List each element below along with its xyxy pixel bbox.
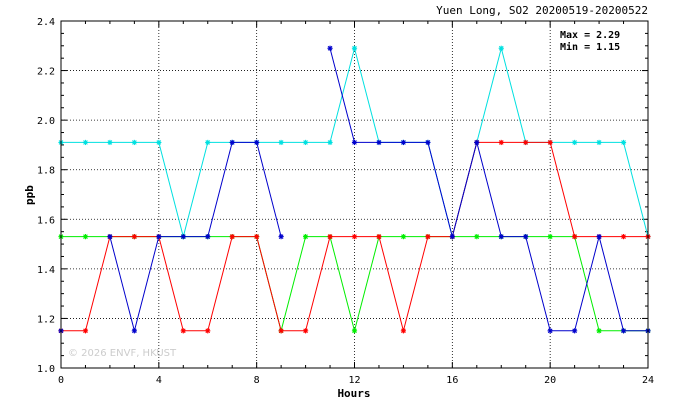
data-point-marker [351,45,358,51]
data-point-marker [498,45,504,51]
data-point-marker [278,328,284,334]
data-point-marker [547,139,553,146]
data-point-marker [596,234,602,240]
data-point-marker [131,139,137,146]
data-point-marker [474,139,480,146]
y-tick-label: 1.4 [37,265,55,276]
data-point-marker [376,234,382,240]
y-tick-label: 1.0 [37,364,55,375]
data-point-marker [620,234,627,240]
series-line [329,48,648,332]
data-point-marker [620,139,627,146]
series-4 [58,45,651,334]
data-point-marker [205,234,211,240]
data-point-marker [131,328,137,334]
data-point-marker [327,234,333,240]
data-point-marker [327,45,333,51]
data-point-marker [254,139,260,146]
data-point-marker [229,234,235,240]
data-point-marker [400,139,407,146]
data-point-marker [205,139,211,146]
data-point-marker [351,234,358,240]
data-point-marker [107,234,113,240]
data-point-marker [376,139,382,146]
data-point-marker [302,328,309,334]
data-point-marker [596,328,602,334]
data-point-marker [156,234,162,240]
data-point-marker [523,139,529,146]
data-point-marker [400,328,407,334]
y-tick-label: 1.2 [37,314,55,325]
data-point-marker [449,234,455,240]
x-tick-label: 0 [58,375,64,386]
data-point-marker [82,234,89,240]
x-axis-label: Hours [337,387,370,400]
x-tick-label: 4 [156,375,162,386]
data-point-marker [327,139,333,146]
data-point-marker [596,139,602,146]
data-point-marker [547,234,553,240]
data-point-marker [82,328,89,334]
y-tick-label: 1.8 [37,166,55,177]
x-tick-label: 16 [446,375,458,386]
data-point-marker [82,139,89,146]
data-point-marker [523,234,529,240]
y-axis-label: ppb [23,185,36,205]
data-point-marker [498,139,504,146]
data-point-marker [351,328,358,334]
y-tick-label: 2.2 [37,67,55,78]
data-point-marker [205,328,211,334]
data-point-marker [572,234,578,240]
data-point-marker [278,139,284,146]
data-point-marker [131,234,137,240]
data-point-marker [620,328,627,334]
data-point-marker [474,234,480,240]
max-annotation: Max = 2.29 [560,30,620,41]
series-line [109,141,282,333]
data-point-marker [107,139,113,146]
data-point-marker [278,234,284,240]
data-point-marker [302,234,309,240]
x-tick-label: 8 [254,375,260,386]
data-point-marker [351,139,358,146]
data-point-marker [572,328,578,334]
y-tick-label: 1.6 [37,215,55,226]
data-point-marker [547,328,553,334]
series-lines [58,45,651,334]
data-point-marker [180,234,186,240]
gridlines [61,21,648,368]
data-point-marker [229,139,235,146]
x-tick-label: 12 [348,375,360,386]
data-point-marker [425,234,431,240]
copyright-watermark: © 2026 ENVF, HKUST [68,348,177,359]
y-tick-label: 2.0 [37,116,55,127]
plot-frame [60,20,649,369]
data-point-marker [302,139,309,146]
y-tick-label: 2.4 [37,17,55,28]
x-tick-label: 20 [544,375,556,386]
tick-labels: 0 4 8 12 16 20 24 1.0 1.2 1.4 1.6 1.8 2.0 2.2 2.4 [37,17,654,386]
x-tick-label: 24 [642,375,654,386]
data-point-marker [425,139,431,146]
data-point-marker [254,234,260,240]
data-point-marker [498,234,504,240]
min-annotation: Min = 1.15 [560,41,620,53]
data-point-marker [572,139,578,146]
chart-title: Yuen Long, SO2 20200519-20200522 [436,4,648,17]
data-point-marker [180,328,186,334]
data-point-marker [156,139,162,146]
data-point-marker [400,234,407,240]
